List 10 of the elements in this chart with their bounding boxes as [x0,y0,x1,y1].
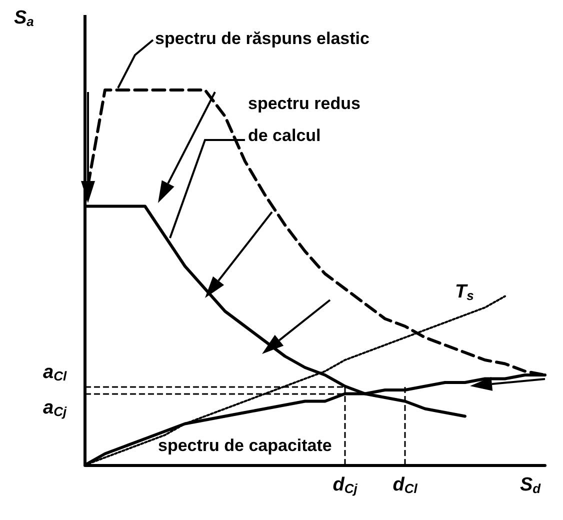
ref-line-label: aCj [43,397,67,419]
text: spectru redus de calcul [248,94,360,145]
series-label: Ts [455,282,474,303]
x-tick-label: dCl [392,474,418,496]
x-axis-title: Sd [520,474,542,496]
text: spectru de răspuns elastic [155,29,370,48]
y-axis-title: Sa [14,8,34,29]
series-label: spectru de capacitate [158,436,332,455]
x-tick-label: dCj [332,474,358,496]
ref-line-label: aCl [43,362,67,384]
